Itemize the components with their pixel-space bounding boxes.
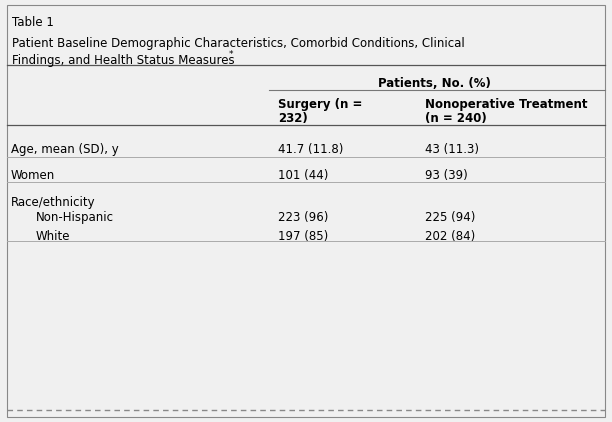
Text: Race/ethnicity: Race/ethnicity — [11, 196, 95, 209]
Text: White: White — [35, 230, 70, 243]
Text: Surgery (n =: Surgery (n = — [278, 98, 363, 111]
Text: Nonoperative Treatment: Nonoperative Treatment — [425, 98, 588, 111]
Text: Patient Baseline Demographic Characteristics, Comorbid Conditions, Clinical: Patient Baseline Demographic Characteris… — [12, 37, 465, 50]
Text: Patients, No. (%): Patients, No. (%) — [378, 77, 491, 90]
Text: 197 (85): 197 (85) — [278, 230, 329, 243]
Text: 202 (84): 202 (84) — [425, 230, 476, 243]
Text: 43 (11.3): 43 (11.3) — [425, 143, 479, 157]
Text: 232): 232) — [278, 112, 308, 125]
Text: *: * — [229, 50, 233, 59]
Text: 225 (94): 225 (94) — [425, 211, 476, 224]
Text: 101 (44): 101 (44) — [278, 169, 329, 182]
Text: Non-Hispanic: Non-Hispanic — [35, 211, 113, 224]
Text: Women: Women — [11, 169, 55, 182]
Text: (n = 240): (n = 240) — [425, 112, 487, 125]
Text: Findings, and Health Status Measures: Findings, and Health Status Measures — [12, 54, 235, 67]
Text: Age, mean (SD), y: Age, mean (SD), y — [11, 143, 119, 157]
Text: 93 (39): 93 (39) — [425, 169, 468, 182]
Text: Table 1: Table 1 — [12, 16, 54, 29]
Text: 223 (96): 223 (96) — [278, 211, 329, 224]
Text: 41.7 (11.8): 41.7 (11.8) — [278, 143, 344, 157]
